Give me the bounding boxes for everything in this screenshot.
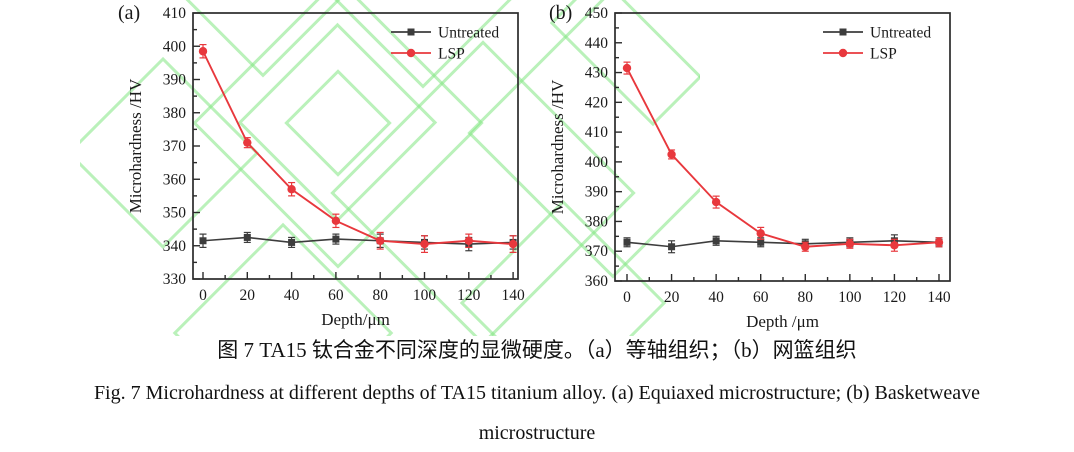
panel-a-label: (a) (118, 2, 141, 24)
legend-label-lsp: LSP (438, 46, 465, 63)
x-axis-title: Depth/μm (321, 310, 390, 329)
svg-text:410: 410 (163, 5, 187, 22)
x-axis: 0 20 40 60 80 100 120 140 (623, 274, 951, 306)
svg-text:340: 340 (163, 238, 187, 255)
svg-text:0: 0 (623, 289, 631, 306)
legend-label-untreated: Untreated (438, 25, 499, 42)
chart-a-microhardness-equiaxed: 330 340 350 360 370 380 390 400 410 0 20 40 60 80 100 1… (126, 5, 525, 329)
y-axis: 330 340 350 360 370 380 390 400 410 (163, 5, 200, 288)
series-lsp (622, 61, 944, 252)
svg-text:450: 450 (585, 5, 609, 22)
svg-text:380: 380 (163, 105, 187, 122)
y-axis-title: Microhardness /HV (548, 79, 567, 214)
svg-text:390: 390 (163, 72, 187, 89)
svg-text:400: 400 (163, 38, 187, 55)
chart-b-microhardness-basketweave: 360 370 380 390 400 410 420 430 440 450 0 20 40 60 80 1… (548, 5, 951, 331)
y-axis: 360 370 380 390 400 410 420 430 440 450 (585, 5, 622, 290)
svg-text:40: 40 (284, 287, 300, 304)
svg-text:100: 100 (838, 289, 862, 306)
series-lsp (198, 43, 518, 253)
svg-text:140: 140 (501, 287, 524, 304)
svg-text:420: 420 (585, 94, 609, 111)
svg-text:20: 20 (664, 289, 680, 306)
svg-text:360: 360 (163, 171, 187, 188)
svg-text:440: 440 (585, 35, 609, 52)
legend-label-untreated: Untreated (870, 25, 931, 42)
x-axis-title: Depth /μm (746, 312, 819, 331)
legend: Untreated LSP (823, 25, 931, 63)
svg-text:80: 80 (372, 287, 388, 304)
svg-text:20: 20 (240, 287, 256, 304)
svg-text:140: 140 (927, 289, 951, 306)
svg-text:40: 40 (708, 289, 724, 306)
caption-chinese: 图 7 TA15 钛合金不同深度的显微硬度。（a）等轴组织；（b）网篮组织 (217, 338, 857, 362)
svg-text:390: 390 (585, 184, 609, 201)
svg-text:120: 120 (457, 287, 481, 304)
svg-text:370: 370 (163, 138, 187, 155)
svg-text:360: 360 (585, 273, 609, 290)
svg-text:100: 100 (413, 287, 437, 304)
svg-text:0: 0 (199, 287, 207, 304)
svg-text:380: 380 (585, 213, 609, 230)
legend: Untreated LSP (391, 25, 499, 63)
y-axis-title: Microhardness /HV (126, 78, 145, 213)
legend-label-lsp: LSP (870, 46, 897, 63)
panel-b-label: (b) (549, 2, 573, 24)
svg-text:350: 350 (163, 205, 187, 222)
svg-text:120: 120 (883, 289, 907, 306)
svg-text:60: 60 (328, 287, 344, 304)
x-axis: 0 20 40 60 80 100 120 140 (199, 272, 525, 304)
caption-english-line2: microstructure (478, 422, 596, 444)
svg-text:330: 330 (163, 271, 187, 288)
svg-text:60: 60 (753, 289, 769, 306)
svg-text:430: 430 (585, 65, 609, 82)
caption-english-line1: Fig. 7 Microhardness at different depths… (93, 382, 981, 404)
svg-text:410: 410 (585, 124, 609, 141)
svg-text:80: 80 (798, 289, 814, 306)
svg-text:370: 370 (585, 243, 609, 260)
svg-text:400: 400 (585, 154, 609, 171)
